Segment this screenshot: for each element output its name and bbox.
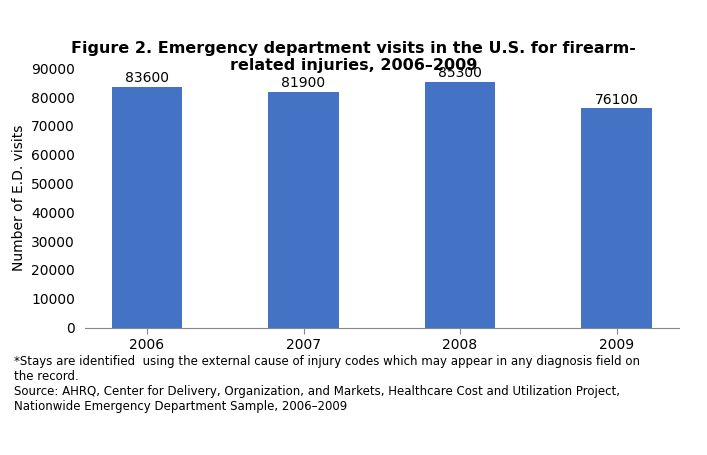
Bar (112, 87, 182, 328)
Y-axis label: Number of E.D. visits: Number of E.D. visits (12, 125, 25, 271)
Text: 83600: 83600 (125, 71, 169, 85)
Text: 81900: 81900 (281, 76, 326, 90)
Text: 85300: 85300 (438, 66, 482, 81)
Text: Figure 2. Emergency department visits in the U.S. for firearm-
related injuries,: Figure 2. Emergency department visits in… (71, 41, 636, 73)
Text: *Stays are identified  using the external cause of injury codes which may appear: *Stays are identified using the external… (14, 355, 640, 413)
Bar (269, 91, 339, 328)
Bar (581, 108, 652, 328)
Text: 76100: 76100 (595, 93, 638, 107)
Bar (425, 82, 495, 328)
